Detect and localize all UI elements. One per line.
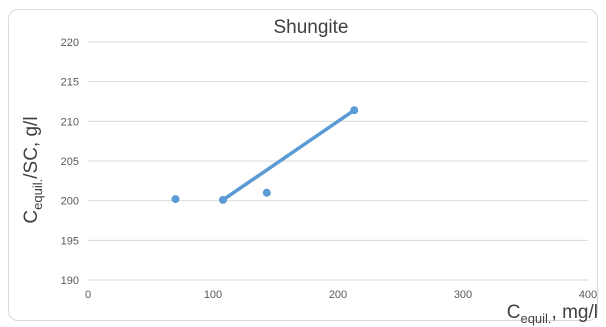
y-tick-label: 210 bbox=[61, 116, 79, 128]
x-tick-label: 300 bbox=[454, 289, 472, 301]
y-tick-label: 195 bbox=[61, 235, 79, 247]
y-axis-label-suffix: /SC, g/l bbox=[21, 116, 42, 178]
x-axis-label-main: C bbox=[507, 302, 521, 323]
y-tick-label: 215 bbox=[61, 77, 79, 89]
data-point bbox=[171, 195, 180, 204]
y-axis-label-main: C bbox=[21, 210, 42, 224]
x-axis-label-suffix: , mg/l bbox=[552, 302, 598, 323]
x-tick-label: 100 bbox=[204, 289, 222, 301]
trendline-layer bbox=[221, 108, 356, 202]
data-point bbox=[262, 188, 271, 197]
x-tick-label: 200 bbox=[329, 289, 347, 301]
x-tick-label: 0 bbox=[85, 289, 91, 301]
y-tick-label: 200 bbox=[61, 196, 79, 208]
y-axis-label: Cequil./SC, g/l bbox=[21, 116, 45, 223]
data-point bbox=[350, 106, 359, 115]
grid-layer bbox=[88, 41, 588, 281]
x-tick-labels: 0 100 200 300 400 bbox=[85, 289, 597, 301]
y-axis-label-sub: equil. bbox=[30, 179, 45, 210]
data-points bbox=[171, 106, 359, 204]
x-axis-label-sub: equil. bbox=[520, 311, 551, 326]
x-tick-label: 400 bbox=[579, 289, 597, 301]
trendline bbox=[221, 108, 356, 202]
y-tick-label: 220 bbox=[61, 37, 79, 49]
chart-title: Shungite bbox=[273, 17, 348, 38]
y-tick-label: 190 bbox=[61, 275, 79, 287]
chart-frame bbox=[8, 9, 598, 321]
y-tick-label: 205 bbox=[61, 156, 79, 168]
y-tick-labels: 190 195 200 205 210 215 220 bbox=[61, 37, 79, 287]
x-axis-label: Cequil., mg/l bbox=[507, 302, 598, 326]
data-point bbox=[219, 195, 227, 204]
